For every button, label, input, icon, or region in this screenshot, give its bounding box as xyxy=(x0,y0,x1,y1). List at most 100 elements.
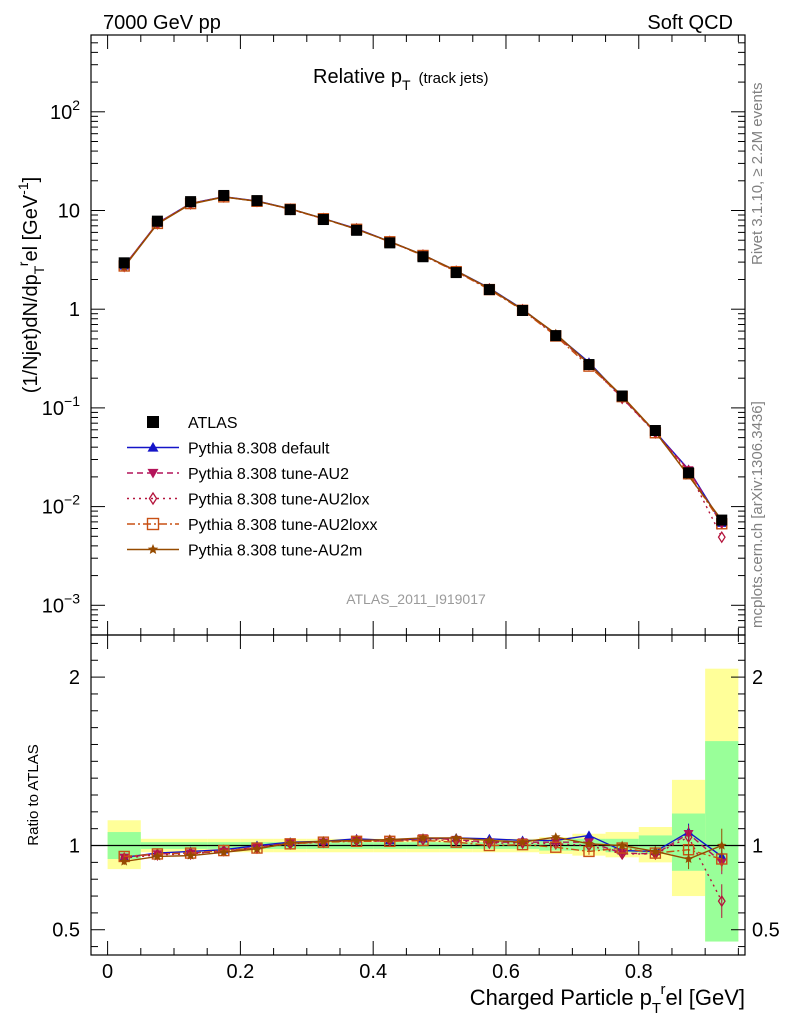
ratio-series-point xyxy=(683,854,694,864)
data-point xyxy=(351,224,363,236)
ratio-ytick-label-right: 2 xyxy=(752,667,763,689)
main-ytick-exponent: −1 xyxy=(64,393,80,409)
ratio-xtick-label: 0.2 xyxy=(226,961,254,983)
analysis-watermark: ATLAS_2011_I919017 xyxy=(346,591,486,607)
ratio-series-point xyxy=(351,835,362,845)
legend: ATLAS Pythia 8.308 default Pythia 8.308 tu… xyxy=(127,415,377,560)
ratio-series-point xyxy=(218,844,230,857)
legend-label-data: ATLAS xyxy=(188,415,238,432)
legend-marker xyxy=(147,544,159,554)
main-ytick-mantissa: 10 xyxy=(50,102,72,124)
main-ytick-mantissa: 10 xyxy=(42,497,64,519)
data-point xyxy=(151,215,163,227)
header-right: Soft QCD xyxy=(647,12,733,34)
main-title-suffix: (track jets) xyxy=(419,70,489,87)
ratio-series-point xyxy=(584,838,594,848)
main-ytick-exponent: −3 xyxy=(64,590,80,606)
main-ytick-label: 10−2 xyxy=(42,492,80,519)
main-ytick-exponent: 2 xyxy=(72,97,80,113)
ratio-series-point xyxy=(517,837,528,847)
ratio-xtick-label: 0.4 xyxy=(359,961,387,983)
ratio-series-point xyxy=(184,847,197,859)
ratio-series-point xyxy=(219,847,229,857)
data-point xyxy=(583,359,595,371)
ratio-series-point xyxy=(617,840,627,850)
main-title-sub: T xyxy=(402,77,411,93)
legend-marker xyxy=(147,442,159,452)
main-ytick-mantissa: 10 xyxy=(42,595,64,617)
ratio-panel: 0.5 0.5 1 1 2 2 0 0.2 0.4 0.6 0.8 xyxy=(52,634,780,983)
ratio-series-point xyxy=(717,894,726,908)
main-title: Relative pT (track jets) xyxy=(313,66,489,93)
data-point xyxy=(683,467,695,479)
ratio-series-point xyxy=(252,843,262,853)
main-series-line xyxy=(123,196,723,538)
legend-label: Pythia 8.308 tune-AU2m xyxy=(188,543,362,560)
main-ytick-label: 1 xyxy=(69,299,80,321)
data-point xyxy=(716,514,728,526)
main-series-point xyxy=(717,530,726,544)
data-point xyxy=(251,195,263,207)
ratio-xlabel: Charged Particle pTrel [GeV] xyxy=(470,981,745,1017)
legend-label: Pythia 8.308 tune-AU2 xyxy=(188,466,349,483)
legend-marker xyxy=(148,491,158,506)
main-ytick-label: 10 xyxy=(58,200,80,222)
ratio-ytick-label-left: 1 xyxy=(69,836,80,858)
main-ytick-mantissa: 10 xyxy=(42,398,64,420)
ratio-series-point xyxy=(717,840,727,850)
ratio-ytick-label-right: 1 xyxy=(752,836,763,858)
ratio-frame xyxy=(90,634,746,956)
data-point xyxy=(284,204,296,216)
data-point xyxy=(218,189,230,201)
data-point xyxy=(317,214,329,226)
data-point xyxy=(616,390,628,402)
data-point xyxy=(384,237,396,249)
legend-marker xyxy=(147,468,159,479)
main-ytick-label: 102 xyxy=(50,97,80,124)
ratio-series-point xyxy=(418,832,428,842)
main-title-text: Relative p xyxy=(313,66,402,88)
ratio-ytick-label-right: 0.5 xyxy=(752,920,780,942)
ratio-series-point xyxy=(484,835,495,845)
ratio-series-point xyxy=(185,850,196,860)
ratio-ytick-label-left: 2 xyxy=(69,667,80,689)
data-point xyxy=(185,196,197,208)
ratio-series-point xyxy=(119,856,129,866)
ratio-series-point xyxy=(152,851,163,861)
rivet-label: Rivet 3.1.10, ≥ 2.2M events xyxy=(749,83,766,266)
data-point xyxy=(118,257,130,269)
ratio-ylabel: Ratio to ATLAS xyxy=(25,744,42,845)
legend-marker-data xyxy=(147,416,159,428)
legend-marker xyxy=(146,517,160,531)
ratio-xtick-label: 0.8 xyxy=(625,961,653,983)
data-point xyxy=(417,251,429,263)
data-point xyxy=(483,284,495,296)
main-ytick-exponent: −2 xyxy=(64,492,80,508)
ratio-series-point xyxy=(318,836,329,846)
legend-label: Pythia 8.308 tune-AU2lox xyxy=(188,492,369,509)
legend-label: Pythia 8.308 tune-AU2loxx xyxy=(188,517,377,534)
ratio-ytick-label-left: 0.5 xyxy=(52,920,80,942)
legend-label: Pythia 8.308 default xyxy=(188,441,330,458)
ratio-series-point xyxy=(151,848,164,860)
ratio-series-point xyxy=(618,847,627,861)
mcplots-label: mcplots.cern.ch [arXiv:1306.3436] xyxy=(749,401,766,628)
main-ylabel: (1/Njet)dN/dpTrel [GeV-1] xyxy=(15,177,47,393)
data-point xyxy=(450,267,462,279)
header-left: 7000 GeV pp xyxy=(103,12,221,34)
ratio-series-point xyxy=(650,846,661,856)
ratio-series-point xyxy=(583,830,594,840)
main-ytick-label: 10−1 xyxy=(42,393,80,420)
ratio-series-point xyxy=(551,832,561,842)
ratio-xtick-label: 0 xyxy=(102,961,113,983)
data-point xyxy=(517,305,529,317)
data-point xyxy=(550,330,562,342)
ratio-series-point xyxy=(385,834,395,844)
ratio-series-point xyxy=(550,841,562,853)
ratio-xtick-label: 0.6 xyxy=(492,961,520,983)
data-point xyxy=(649,425,661,437)
ratio-series-point xyxy=(153,848,162,861)
